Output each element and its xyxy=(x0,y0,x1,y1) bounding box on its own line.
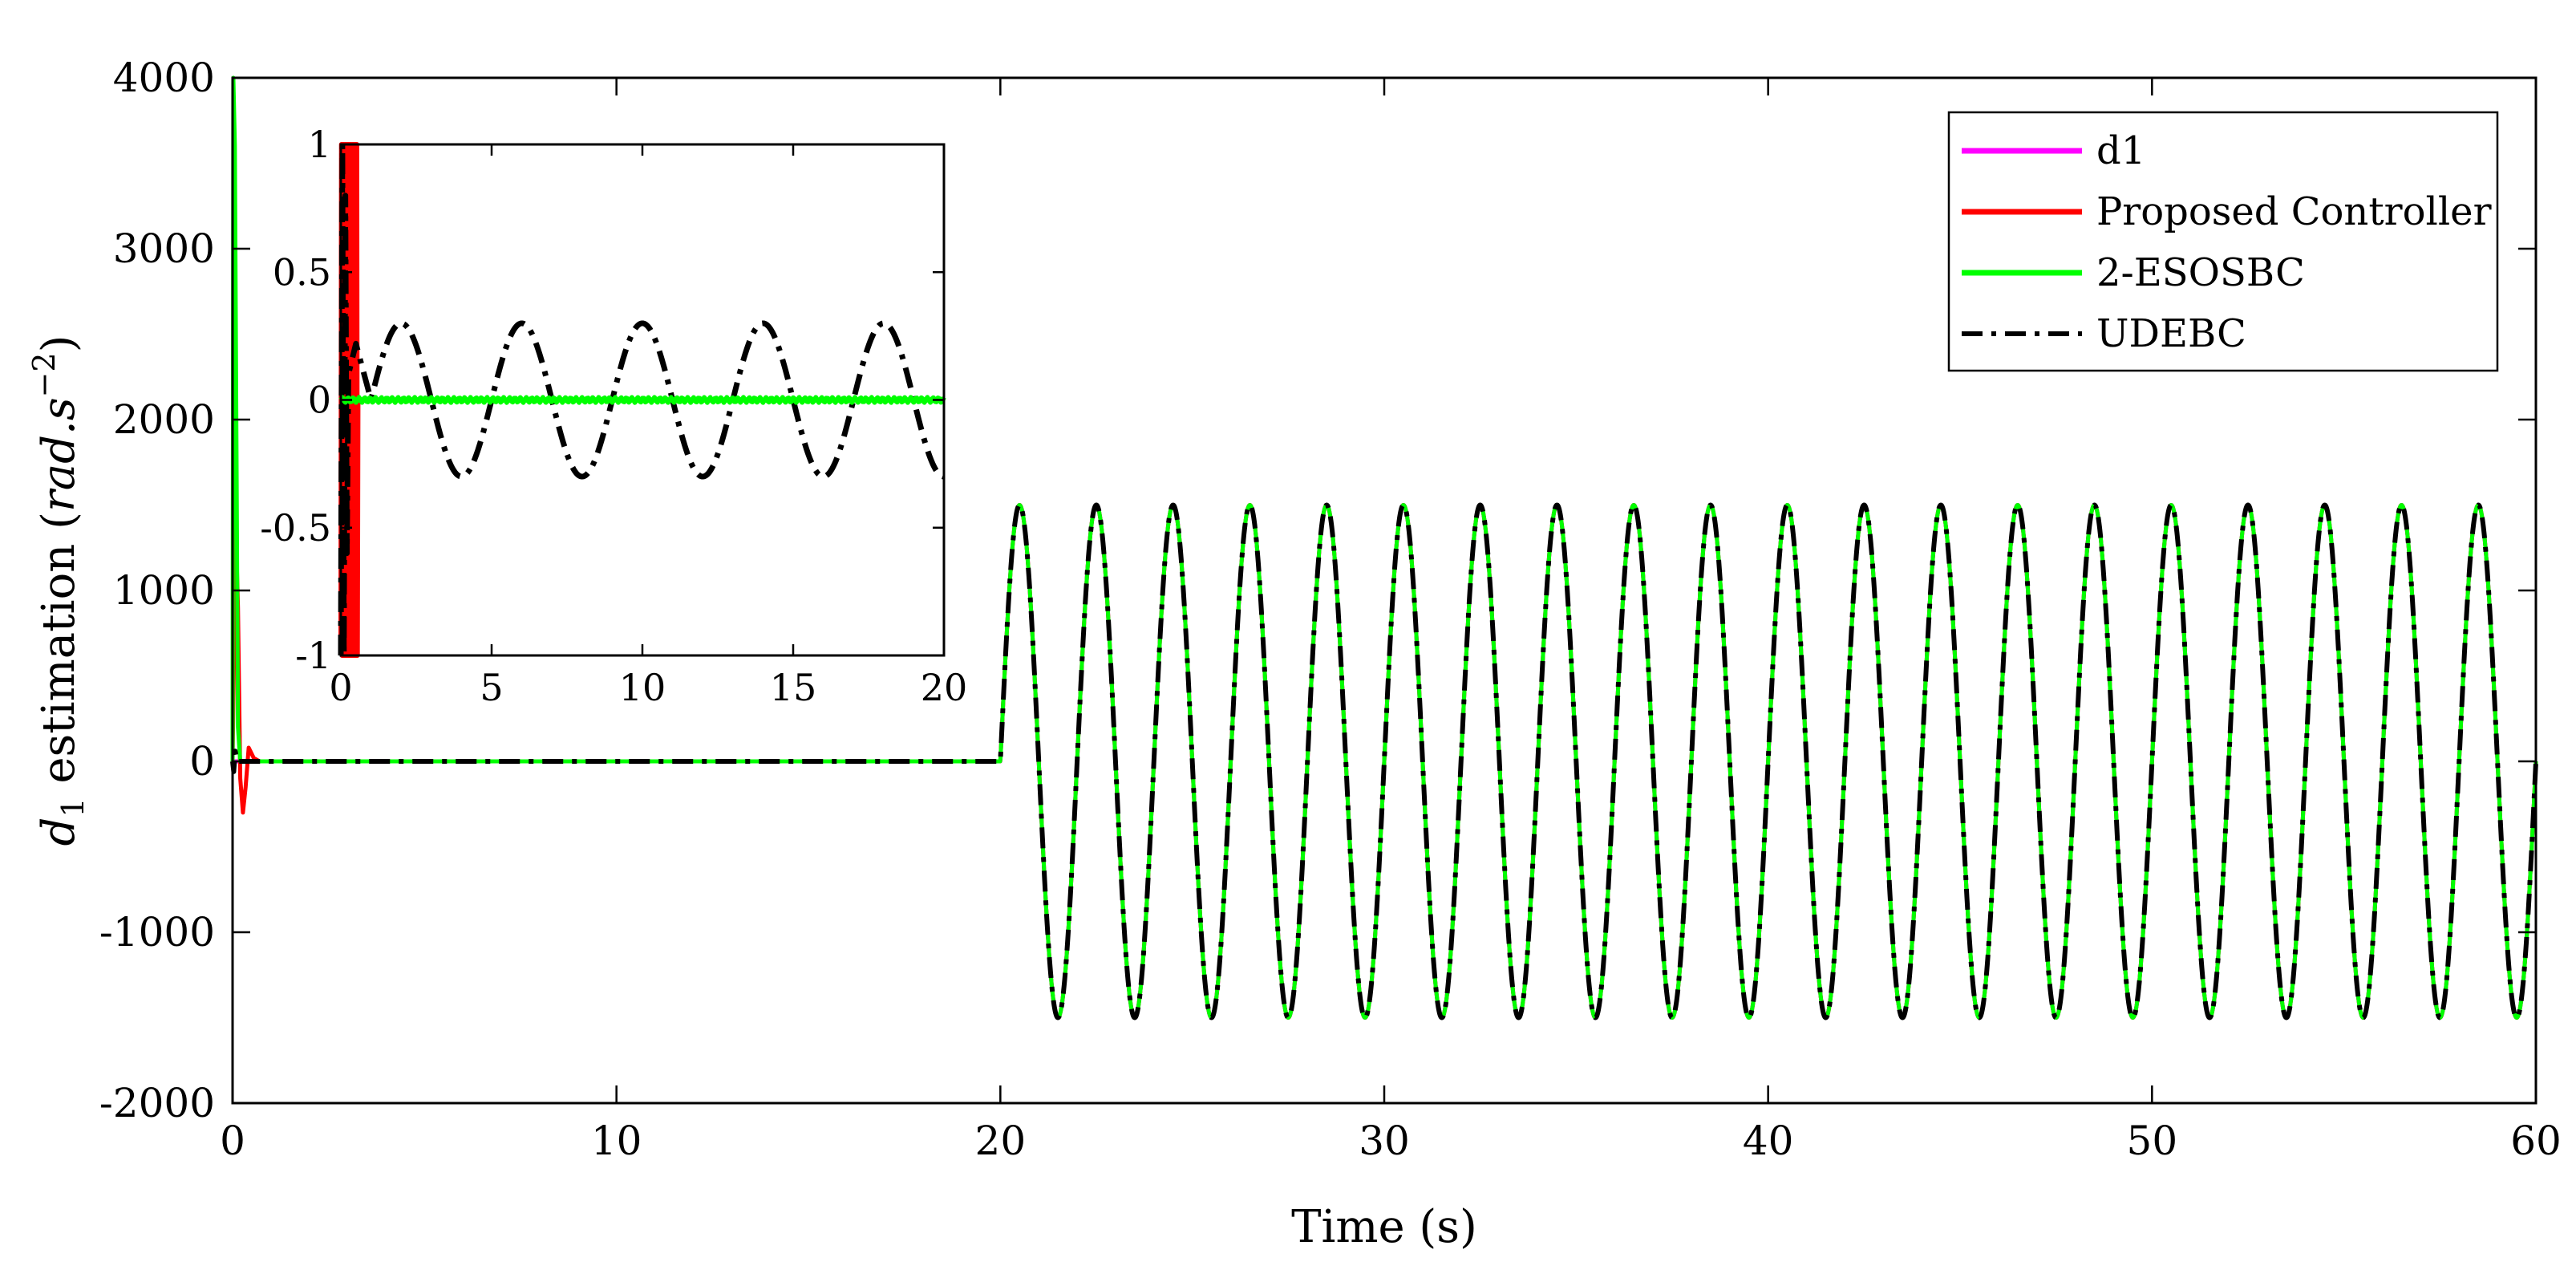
inset-y-tick-label: -0.5 xyxy=(260,506,331,550)
y-axis-label-var: d xyxy=(33,818,85,846)
y-tick-label: 2000 xyxy=(113,396,215,443)
legend-label-d1: d1 xyxy=(2096,128,2145,173)
inset-x-tick-label: 0 xyxy=(329,666,352,709)
x-tick-label: 20 xyxy=(975,1118,1027,1164)
y-axis-label-close: ) xyxy=(33,335,85,353)
x-axis-label: Time (s) xyxy=(1291,1201,1477,1253)
y-axis-label-mid: estimation ( xyxy=(33,512,85,797)
legend-label-2-esosbc: 2-ESOSBC xyxy=(2096,250,2305,295)
y-axis-label: d1 estimation (rad.s−2) xyxy=(26,335,91,846)
inset-y-tick-label: 1 xyxy=(308,123,331,166)
inset-x-tick-label: 10 xyxy=(619,666,666,709)
main-plot: 0 10 20 30 40 50 60 -2000-10000100020003000400… xyxy=(26,55,2562,1253)
y-tick-label: -2000 xyxy=(99,1080,215,1126)
inset-series-line-udebc xyxy=(338,141,946,659)
x-tick-label: 40 xyxy=(1743,1118,1794,1164)
main-series-layer xyxy=(230,75,2538,1020)
x-tick-label: 60 xyxy=(2510,1118,2562,1164)
legend-label-udebc: UDEBC xyxy=(2096,311,2246,356)
inset-x-tick-label: 5 xyxy=(480,666,503,709)
main-x-ticks: 0 10 20 30 40 50 60 xyxy=(220,78,2562,1164)
x-tick-label: 50 xyxy=(2127,1118,2178,1164)
inset-plot: 0 5 10 15 20 -1 -0.5 0 0.5 1 xyxy=(260,123,967,709)
inset-x-ticks: 0 5 10 15 20 xyxy=(329,144,967,709)
inset-x-tick-label: 20 xyxy=(921,666,968,709)
inset-y-ticks: -1 -0.5 0 0.5 1 xyxy=(260,123,944,677)
legend: d1 Proposed Controller 2-ESOSBC UDEBC xyxy=(1947,111,2499,372)
x-tick-label: 30 xyxy=(1359,1118,1410,1164)
legend-items: d1 Proposed Controller 2-ESOSBC UDEBC xyxy=(1962,128,2492,356)
y-tick-label: 4000 xyxy=(113,55,215,101)
x-tick-label: 10 xyxy=(591,1118,642,1164)
y-tick-label: 1000 xyxy=(113,567,215,614)
inset-y-tick-label: -1 xyxy=(295,634,331,677)
y-tick-label: -1000 xyxy=(99,909,215,956)
y-axis-label-exp: −2 xyxy=(26,352,62,397)
inset-x-tick-label: 15 xyxy=(770,666,817,709)
y-axis-label-sub: 1 xyxy=(55,797,91,817)
y-tick-label: 3000 xyxy=(113,225,215,272)
legend-box xyxy=(1947,111,2499,372)
inset-series-line-2-esosbc xyxy=(338,395,946,405)
legend-label-proposed-controller: Proposed Controller xyxy=(2096,189,2492,234)
y-axis-label-unit: rad.s xyxy=(33,397,85,512)
x-tick-label: 0 xyxy=(220,1118,245,1164)
series-line-udebc xyxy=(230,502,2538,1020)
inset-y-tick-label: 0.5 xyxy=(273,250,331,294)
inset-y-tick-label: 0 xyxy=(308,379,331,422)
y-tick-label: 0 xyxy=(189,738,215,785)
